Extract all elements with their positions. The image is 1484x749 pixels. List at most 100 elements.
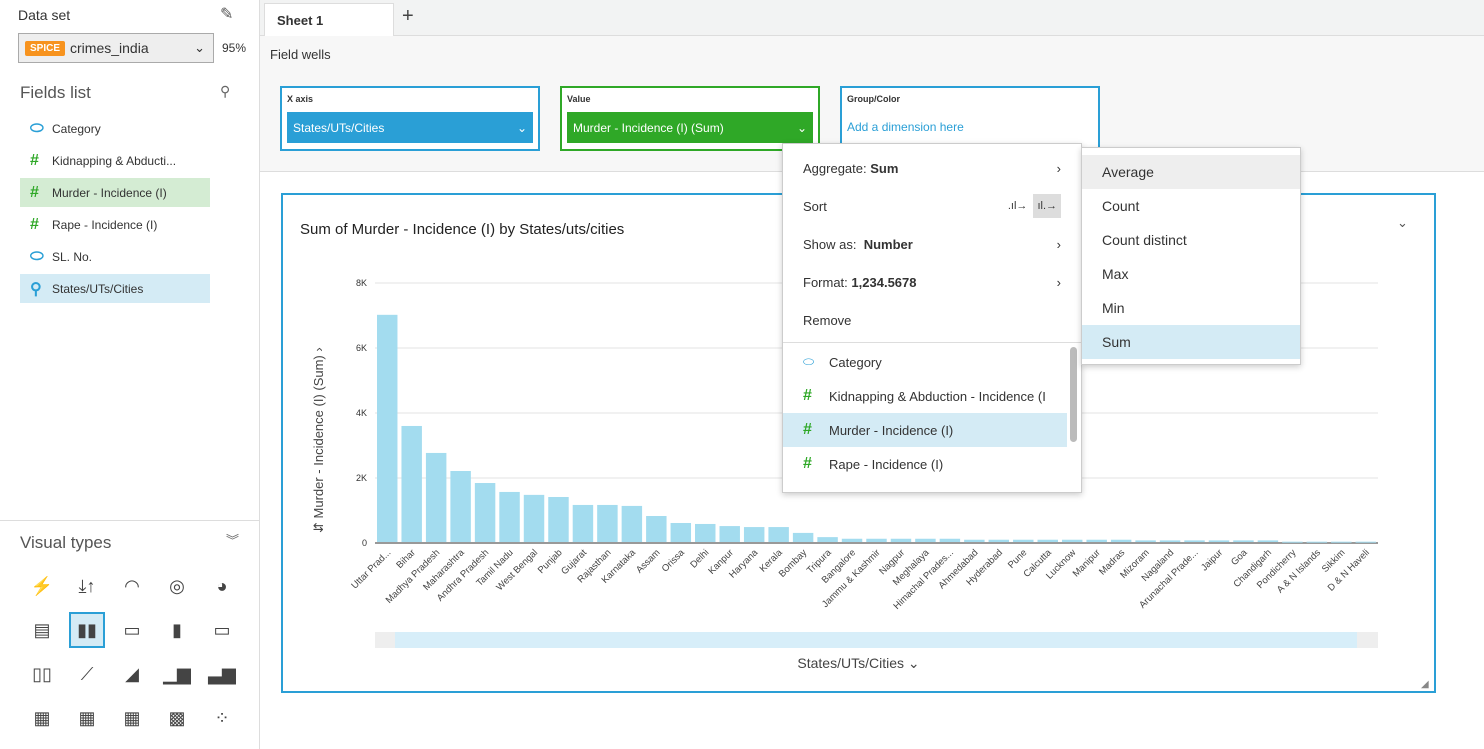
menu-field-item-selected[interactable]: # Murder - Incidence (I)	[783, 413, 1067, 447]
fields-list-title: Fields list	[20, 83, 91, 102]
chevron-down-icon: ⌄	[796, 121, 807, 135]
table-icon[interactable]: ▦	[78, 707, 96, 728]
kpi-icon[interactable]: ⤓↑	[78, 575, 96, 596]
lightning-icon[interactable]: ⚡	[30, 575, 54, 596]
y-tick-label: 4K	[356, 408, 367, 418]
aggregate-min[interactable]: Min	[1102, 300, 1125, 316]
geo-pin-icon: ⚲	[30, 280, 42, 298]
value-field-pill[interactable]: Murder - Incidence (I) (Sum) ⌄	[567, 112, 813, 143]
remove-menu-item[interactable]: Remove	[803, 312, 852, 328]
format-menu-item[interactable]: Format: 1,234.5678 ›	[803, 274, 1061, 290]
bar	[939, 538, 961, 542]
menu-field-item[interactable]: ⬭ Category	[803, 354, 882, 370]
menu-scrollbar[interactable]	[1070, 347, 1077, 442]
horizontal-100-bar-icon[interactable]: ▭	[213, 619, 231, 640]
tab-sheet-1[interactable]: Sheet 1	[264, 3, 394, 36]
sort-menu-item[interactable]: Sort .ıl→ ıl.→	[783, 189, 1081, 223]
vertical-100-bar-icon[interactable]: ▯▯	[32, 663, 52, 684]
field-item-selected[interactable]: ⚲ States/UTs/Cities	[20, 274, 210, 303]
dataset-label: Data set	[18, 7, 71, 23]
bar	[1110, 539, 1132, 542]
bar	[1135, 540, 1156, 542]
bar	[572, 504, 594, 542]
bar	[915, 538, 936, 542]
menu-field-item[interactable]: # Rape - Incidence (I)	[803, 455, 944, 472]
sort-ascending-icon[interactable]: .ıl→	[1007, 200, 1028, 212]
line-chart-icon[interactable]: ⟋	[80, 663, 94, 684]
bar	[890, 538, 912, 542]
x-tick-label: Uttar Prad...	[349, 547, 393, 591]
visual-types-title: Visual types	[20, 533, 112, 552]
field-item-selected[interactable]: # Murder - Incidence (I)	[20, 178, 210, 207]
donut-icon[interactable]: ◎	[169, 575, 185, 596]
scrollbar-thumb[interactable]	[395, 632, 1357, 648]
field-item[interactable]: # Rape - Incidence (I)	[20, 210, 210, 239]
collapse-icon[interactable]: ︾	[226, 533, 240, 548]
bar	[548, 496, 569, 542]
horizontal-bar-icon[interactable]: ▤	[33, 619, 51, 640]
area-chart-icon[interactable]: ◢	[125, 663, 139, 684]
spice-badge: SPICE	[25, 40, 66, 56]
sheet-tabs-bar: Sheet 1 +	[260, 0, 1484, 36]
group-color-well[interactable]: Group/Color Add a dimension here	[840, 86, 1100, 151]
add-sheet-button[interactable]: +	[402, 5, 414, 27]
combo-stacked-line-icon[interactable]: ▃▆	[208, 663, 236, 684]
pivot-table-icon[interactable]: ▦	[33, 707, 51, 728]
aggregate-submenu: Average Count Count distinct Max Min Sum	[1081, 147, 1301, 365]
resize-handle-icon[interactable]: ◢	[1421, 679, 1429, 690]
bar	[866, 538, 887, 542]
heatmap-icon[interactable]: ▦	[123, 707, 141, 728]
combo-bar-line-icon[interactable]: ▁▆	[163, 663, 191, 684]
well-label: Value	[567, 94, 591, 104]
aggregate-count-distinct[interactable]: Count distinct	[1102, 232, 1187, 248]
aggregate-average[interactable]: Average	[1082, 155, 1300, 189]
sort-descending-icon[interactable]: ıl.→	[1033, 194, 1061, 218]
tree-map-icon[interactable]: ▩	[168, 707, 186, 728]
value-well[interactable]: Value Murder - Incidence (I) (Sum) ⌄	[560, 86, 820, 151]
bar	[1086, 539, 1107, 542]
show-as-menu-item[interactable]: Show as: Number ›	[803, 236, 1061, 252]
bar	[621, 505, 643, 542]
aggregate-sum[interactable]: Sum	[1082, 325, 1300, 359]
pill-label: States/UTs/Cities	[293, 121, 385, 135]
stacked-horizontal-bar-icon[interactable]: ▭	[123, 619, 141, 640]
bar	[792, 532, 814, 542]
add-dimension-placeholder[interactable]: Add a dimension here	[847, 120, 964, 134]
stacked-vertical-bar-icon[interactable]: ▮	[172, 619, 182, 640]
field-item[interactable]: ⬭ Category	[20, 114, 210, 143]
aggregate-menu-item[interactable]: Aggregate: Sum ›	[803, 160, 1061, 176]
x-tick-label: Goa	[1229, 547, 1250, 568]
bar	[523, 494, 545, 542]
bar	[646, 516, 667, 542]
chart-scrollbar[interactable]	[375, 632, 1378, 648]
bar	[1257, 540, 1279, 542]
well-label: X axis	[287, 94, 314, 104]
x-axis-well[interactable]: X axis States/UTs/Cities ⌄	[280, 86, 540, 151]
bar	[1061, 539, 1083, 542]
menu-field-item[interactable]: # Kidnapping & Abduction - Incidence (I	[803, 387, 1046, 404]
chevron-down-icon: ⌄	[194, 40, 205, 55]
bar	[1355, 541, 1376, 543]
field-label: SL. No.	[52, 249, 93, 264]
measure-hash-icon: #	[803, 455, 812, 472]
edit-dataset-icon[interactable]: ✎	[220, 6, 234, 23]
dimension-tag-icon: ⬭	[30, 119, 44, 137]
x-axis-field-pill[interactable]: States/UTs/Cities ⌄	[287, 112, 533, 143]
vertical-bar-icon[interactable]: ▮▮	[69, 612, 105, 648]
field-label: Rape - Incidence (I)	[52, 217, 158, 232]
aggregate-max[interactable]: Max	[1102, 266, 1129, 282]
search-icon[interactable]: ⚲	[220, 83, 231, 99]
field-item[interactable]: ⬭ SL. No.	[20, 242, 210, 271]
visual-menu-chevron-icon[interactable]: ⌄	[1397, 215, 1408, 230]
dataset-select[interactable]: SPICE crimes_india ⌄	[18, 33, 214, 63]
pie-icon[interactable]: ◕	[216, 575, 228, 596]
aggregate-count[interactable]: Count	[1102, 198, 1140, 214]
scatter-plot-icon[interactable]: ⁘	[214, 707, 230, 728]
x-axis-title[interactable]: States/UTs/Cities ⌄	[797, 655, 920, 671]
field-wells-title: Field wells	[270, 47, 331, 62]
field-item[interactable]: # Kidnapping & Abducti...	[20, 146, 210, 175]
chevron-right-icon: ›	[1056, 236, 1061, 252]
bar	[817, 537, 838, 542]
y-axis-title: ⇵ Murder - Incidence (I) (Sum) ›	[311, 347, 326, 533]
gauge-icon[interactable]: ◠	[124, 575, 140, 596]
